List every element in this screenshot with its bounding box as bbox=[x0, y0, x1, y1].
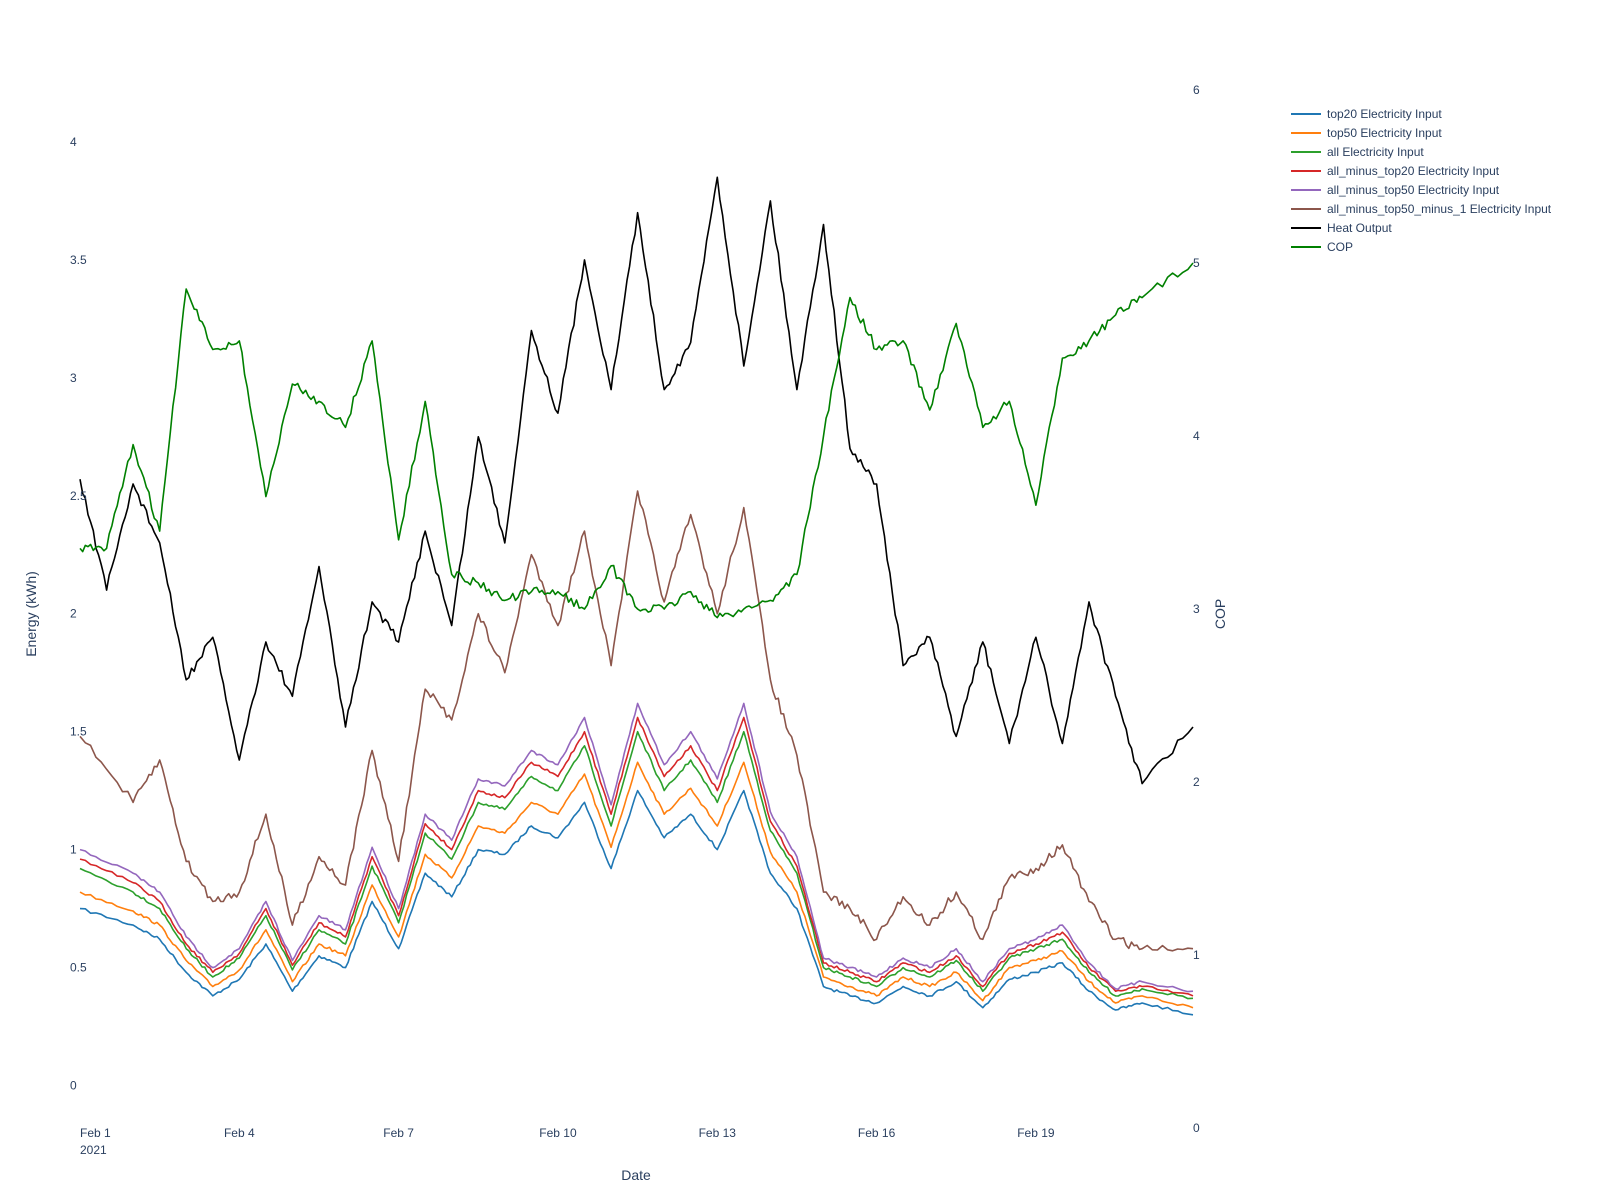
x-tick-label: Feb 1 bbox=[80, 1126, 111, 1140]
series-line-2[interactable] bbox=[79, 761, 1194, 1009]
series-line-3[interactable] bbox=[79, 730, 1194, 1000]
y-tick-label: 3.5 bbox=[70, 253, 87, 267]
x-tick-label: Feb 19 bbox=[1017, 1126, 1055, 1140]
legend-item[interactable]: COP bbox=[1291, 240, 1353, 254]
y2-tick-label: 3 bbox=[1193, 602, 1200, 616]
legend-label: all_minus_top20 Electricity Input bbox=[1327, 164, 1500, 178]
y2-tick-label: 6 bbox=[1193, 83, 1200, 97]
legend-item[interactable]: all Electricity Input bbox=[1291, 145, 1424, 159]
x-tick-label: Feb 13 bbox=[699, 1126, 737, 1140]
y-tick-label: 1 bbox=[70, 843, 77, 857]
x-tick-label: Feb 10 bbox=[539, 1126, 577, 1140]
y-tick-label: 1.5 bbox=[70, 725, 87, 739]
series-line-4[interactable] bbox=[79, 716, 1194, 997]
y-tick-label: 0.5 bbox=[70, 961, 87, 975]
series-line-8[interactable] bbox=[79, 262, 1194, 619]
series-line-7[interactable] bbox=[79, 176, 1194, 785]
series-line-6[interactable] bbox=[79, 490, 1194, 952]
y-tick-label: 0 bbox=[70, 1079, 77, 1093]
y-tick-label: 2 bbox=[70, 607, 77, 621]
legend-label: COP bbox=[1327, 240, 1353, 254]
legend-label: all_minus_top50_minus_1 Electricity Inpu… bbox=[1327, 202, 1552, 216]
y-tick-label: 3 bbox=[70, 371, 77, 385]
x-tick-label: Feb 7 bbox=[383, 1126, 414, 1140]
legend-label: top20 Electricity Input bbox=[1327, 107, 1442, 121]
y-tick-label: 4 bbox=[70, 135, 77, 149]
series-line-1[interactable] bbox=[79, 789, 1194, 1016]
series-line-5[interactable] bbox=[79, 702, 1194, 993]
legend-item[interactable]: all_minus_top50 Electricity Input bbox=[1291, 183, 1500, 197]
y-tick-label: 2.5 bbox=[70, 489, 87, 503]
y2-tick-label: 2 bbox=[1193, 775, 1200, 789]
legend-item[interactable]: top50 Electricity Input bbox=[1291, 126, 1442, 140]
plot-area bbox=[79, 176, 1194, 1016]
x-tick-year: 2021 bbox=[80, 1143, 107, 1157]
x-axis-ticks: Feb 1 Feb 4 Feb 7 Feb 10 Feb 13 Feb 16 Feb 19 bbox=[80, 1126, 1055, 1140]
y2-axis-title: COP bbox=[1212, 599, 1228, 629]
legend-label: all_minus_top50 Electricity Input bbox=[1327, 183, 1500, 197]
y2-tick-label: 5 bbox=[1193, 256, 1200, 270]
y2-tick-label: 0 bbox=[1193, 1121, 1200, 1135]
y2-tick-label: 1 bbox=[1193, 948, 1200, 962]
legend-item[interactable]: all_minus_top20 Electricity Input bbox=[1291, 164, 1500, 178]
legend-label: Heat Output bbox=[1327, 221, 1392, 235]
legend[interactable]: top20 Electricity Input top50 Electricity… bbox=[1291, 107, 1552, 254]
y-axis-title: Energy (kWh) bbox=[23, 571, 39, 657]
legend-label: top50 Electricity Input bbox=[1327, 126, 1442, 140]
y-axis-ticks: 0 0.5 1 1.5 2 2.5 3 3.5 4 bbox=[70, 135, 87, 1093]
legend-label: all Electricity Input bbox=[1327, 145, 1424, 159]
legend-item[interactable]: Heat Output bbox=[1291, 221, 1392, 235]
legend-item[interactable]: all_minus_top50_minus_1 Electricity Inpu… bbox=[1291, 202, 1552, 216]
legend-item[interactable]: top20 Electricity Input bbox=[1291, 107, 1442, 121]
x-tick-label: Feb 4 bbox=[224, 1126, 255, 1140]
x-axis-title: Date bbox=[621, 1167, 651, 1183]
y2-tick-label: 4 bbox=[1193, 429, 1200, 443]
x-tick-label: Feb 16 bbox=[858, 1126, 896, 1140]
y2-axis-ticks: 0 1 2 3 4 5 6 bbox=[1193, 83, 1200, 1135]
